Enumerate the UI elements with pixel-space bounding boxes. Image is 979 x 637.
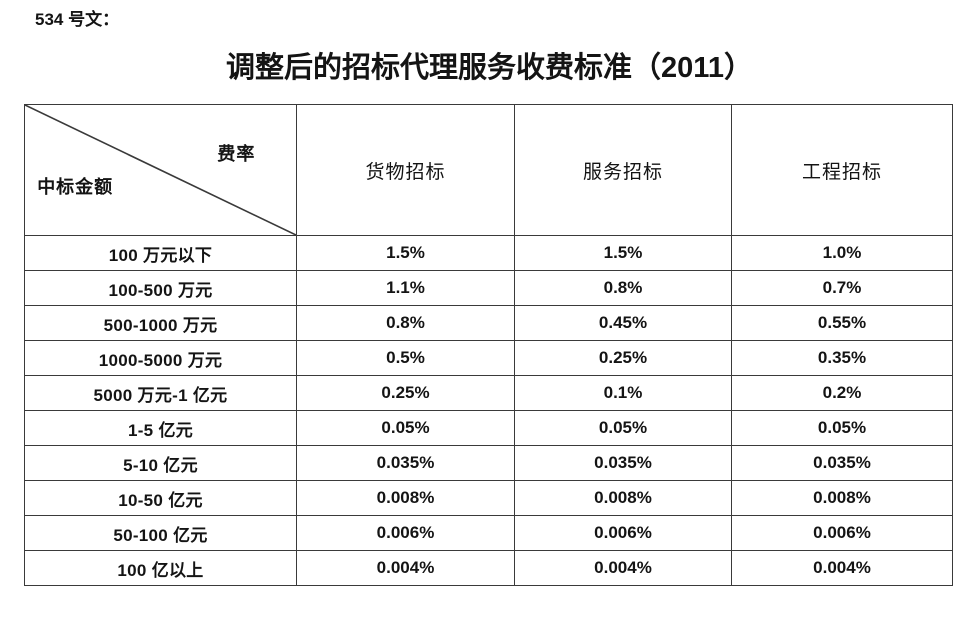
fee-value-cell: 0.008% [731,480,953,516]
fee-value-cell: 0.004% [296,550,515,586]
fee-value-cell: 0.8% [514,270,732,306]
fee-value-cell: 0.25% [296,375,515,411]
column-header-engineering-bidding: 工程招标 [731,104,953,236]
fee-value-cell: 0.2% [731,375,953,411]
fee-value-cell: 0.5% [296,340,515,376]
table-row: 1-5 亿元 0.05% 0.05% 0.05% [24,410,953,446]
row-label-cell: 1000-5000 万元 [24,340,297,376]
row-label-cell: 100 万元以下 [24,235,297,271]
fee-value-cell: 1.5% [296,235,515,271]
corner-label-bid-amount: 中标金额 [37,176,114,197]
fee-rate-table: 费率 中标金额 货物招标 服务招标 工程招标 100 万元以下 1.5% 1.5… [24,104,953,586]
table-row: 100 亿以上 0.004% 0.004% 0.004% [24,550,953,586]
fee-table-body: 100 万元以下 1.5% 1.5% 1.0% 100-500 万元 1.1% … [24,235,953,586]
column-header-goods-bidding: 货物招标 [296,104,515,236]
table-row: 50-100 亿元 0.006% 0.006% 0.006% [24,515,953,551]
fee-value-cell: 0.006% [514,515,732,551]
fee-value-cell: 0.45% [514,305,732,341]
fee-value-cell: 0.008% [514,480,732,516]
table-row: 100 万元以下 1.5% 1.5% 1.0% [24,235,953,271]
fee-value-cell: 0.004% [514,550,732,586]
row-label-cell: 5000 万元-1 亿元 [24,375,297,411]
fee-value-cell: 0.004% [731,550,953,586]
row-label-cell: 50-100 亿元 [24,515,297,551]
fee-value-cell: 0.55% [731,305,953,341]
column-header-service-bidding: 服务招标 [514,104,732,236]
fee-value-cell: 0.05% [731,410,953,446]
table-row: 500-1000 万元 0.8% 0.45% 0.55% [24,305,953,341]
document-page: { "doc_label": "534 号文：", "title": "调整后的… [0,8,979,637]
fee-value-cell: 0.035% [514,445,732,481]
corner-label-fee-rate: 费率 [217,144,256,165]
fee-value-cell: 0.035% [296,445,515,481]
fee-value-cell: 0.1% [514,375,732,411]
fee-value-cell: 0.05% [296,410,515,446]
corner-header-cell: 费率 中标金额 [24,104,297,236]
table-row: 5-10 亿元 0.035% 0.035% 0.035% [24,445,953,481]
fee-value-cell: 1.1% [296,270,515,306]
doc-number-label: 534 号文： [35,10,120,29]
fee-value-cell: 0.006% [296,515,515,551]
row-label-cell: 100-500 万元 [24,270,297,306]
fee-value-cell: 0.006% [731,515,953,551]
row-label-cell: 5-10 亿元 [24,445,297,481]
diagonal-divider-line [25,105,296,235]
header-row: 费率 中标金额 货物招标 服务招标 工程招标 [24,104,953,236]
fee-value-cell: 0.05% [514,410,732,446]
table-row: 10-50 亿元 0.008% 0.008% 0.008% [24,480,953,516]
row-label-cell: 100 亿以上 [24,550,297,586]
fee-value-cell: 0.25% [514,340,732,376]
row-label-cell: 500-1000 万元 [24,305,297,341]
fee-value-cell: 0.35% [731,340,953,376]
fee-value-cell: 0.035% [731,445,953,481]
page-title: 调整后的招标代理服务收费标准（2011） [226,52,753,84]
table-row: 5000 万元-1 亿元 0.25% 0.1% 0.2% [24,375,953,411]
table-row: 1000-5000 万元 0.5% 0.25% 0.35% [24,340,953,376]
fee-value-cell: 0.8% [296,305,515,341]
fee-value-cell: 1.0% [731,235,953,271]
fee-value-cell: 0.008% [296,480,515,516]
fee-value-cell: 0.7% [731,270,953,306]
row-label-cell: 1-5 亿元 [24,410,297,446]
row-label-cell: 10-50 亿元 [24,480,297,516]
fee-value-cell: 1.5% [514,235,732,271]
table-row: 100-500 万元 1.1% 0.8% 0.7% [24,270,953,306]
